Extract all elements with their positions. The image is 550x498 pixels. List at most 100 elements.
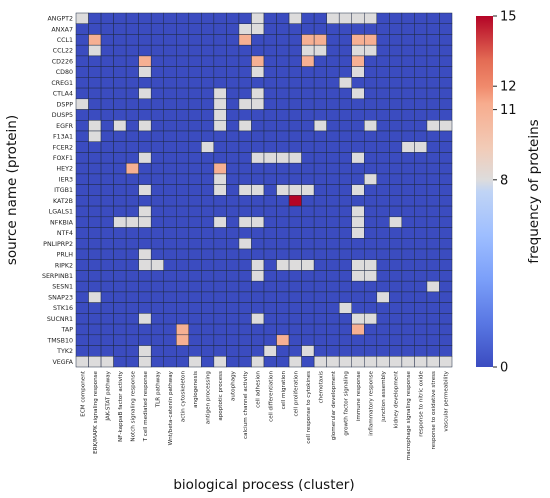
heatmap-cell	[125, 184, 139, 196]
heatmap-cell	[288, 23, 302, 35]
heatmap-cell	[301, 248, 315, 260]
heatmap-cell	[213, 120, 227, 132]
heatmap-cell	[213, 98, 227, 110]
heatmap-cell	[213, 77, 227, 89]
heatmap-cell	[426, 356, 440, 368]
heatmap-cell	[301, 109, 315, 121]
heatmap-cell	[125, 77, 139, 89]
heatmap-cell	[326, 238, 340, 250]
heatmap-cell	[276, 120, 290, 132]
heatmap-cell	[88, 238, 102, 250]
heatmap-cell	[401, 270, 415, 282]
heatmap-cell	[75, 141, 89, 153]
heatmap-cell	[389, 98, 403, 110]
heatmap-cell	[313, 356, 327, 368]
heatmap-cell	[238, 44, 252, 57]
y-axis-title: source name (protein)	[4, 115, 20, 265]
heatmap-cell	[251, 356, 265, 368]
heatmap-cell	[288, 184, 302, 196]
heatmap-cell	[364, 23, 378, 35]
heatmap-cell	[251, 184, 265, 196]
heatmap-cell	[276, 55, 290, 67]
heatmap-cell	[376, 87, 390, 100]
heatmap-cell	[263, 152, 277, 164]
heatmap-cell	[288, 87, 302, 100]
y-tick-label: FCER2	[53, 144, 73, 151]
x-tick-label: growth factor signaling	[343, 371, 349, 436]
heatmap-cell	[439, 334, 453, 346]
heatmap-cell	[238, 216, 252, 228]
heatmap-cell	[376, 141, 390, 153]
heatmap-cell	[426, 195, 440, 207]
heatmap-cell	[414, 173, 428, 185]
heatmap-cell	[288, 173, 302, 185]
y-tick-label: F13A1	[53, 134, 73, 141]
heatmap-cell	[288, 259, 302, 271]
heatmap-cell	[376, 280, 390, 293]
heatmap-cell	[88, 345, 102, 357]
heatmap-cell	[226, 109, 240, 121]
y-tick-label: TMSB10	[46, 337, 73, 344]
heatmap-cell	[251, 162, 265, 175]
heatmap-cell	[75, 270, 89, 282]
heatmap-cell	[263, 216, 277, 228]
heatmap-cell	[188, 227, 202, 239]
heatmap-cell	[163, 55, 177, 67]
heatmap-cell	[238, 248, 252, 260]
heatmap-cell	[226, 44, 240, 57]
heatmap-cell	[188, 334, 202, 346]
heatmap-cell	[376, 345, 390, 357]
heatmap-cell	[351, 280, 365, 293]
heatmap-cell	[288, 162, 302, 175]
heatmap-cell	[251, 55, 265, 67]
x-tick-label: cell proliferation	[293, 371, 299, 417]
heatmap-cell	[251, 77, 265, 89]
heatmap-cell	[188, 141, 202, 153]
heatmap-cell	[150, 356, 164, 368]
heatmap-cell	[251, 313, 265, 325]
heatmap-cell	[150, 259, 164, 271]
heatmap-cell	[263, 130, 277, 142]
heatmap-cell	[301, 77, 315, 89]
x-tick-label: junction assembly	[381, 370, 387, 422]
heatmap-cell	[376, 98, 390, 110]
heatmap-cell	[125, 291, 139, 303]
heatmap-cell	[251, 227, 265, 239]
heatmap-cell	[376, 23, 390, 35]
heatmap-cell	[113, 34, 127, 46]
heatmap-cell	[263, 313, 277, 325]
heatmap-cell	[326, 34, 340, 46]
heatmap-cell	[389, 109, 403, 121]
heatmap-cell	[326, 313, 340, 325]
heatmap-cell	[226, 162, 240, 175]
colorbar-tick-label: 0	[500, 361, 508, 376]
heatmap-cell	[188, 248, 202, 260]
heatmap-cell	[389, 238, 403, 250]
heatmap-cell	[100, 77, 114, 89]
heatmap-cell	[313, 109, 327, 121]
heatmap-cell	[163, 130, 177, 142]
heatmap-cell	[313, 162, 327, 175]
heatmap-cell	[100, 259, 114, 271]
heatmap-cell	[338, 162, 352, 175]
heatmap-cell	[213, 291, 227, 303]
heatmap-cell	[163, 291, 177, 303]
heatmap-cell	[150, 323, 164, 336]
heatmap-cell	[75, 120, 89, 132]
heatmap-cells	[75, 12, 453, 368]
heatmap-cell	[213, 259, 227, 271]
heatmap-cell	[313, 66, 327, 78]
heatmap-cell	[75, 356, 89, 368]
heatmap-cell	[439, 280, 453, 293]
heatmap-cell	[188, 87, 202, 100]
heatmap-cell	[88, 162, 102, 175]
heatmap-cell	[414, 356, 428, 368]
heatmap-cell	[414, 44, 428, 57]
heatmap-cell	[201, 291, 215, 303]
heatmap-cell	[276, 130, 290, 142]
heatmap-cell	[426, 291, 440, 303]
heatmap-cell	[238, 280, 252, 293]
heatmap-cell	[75, 184, 89, 196]
heatmap-cell	[238, 130, 252, 142]
heatmap-cell	[125, 227, 139, 239]
